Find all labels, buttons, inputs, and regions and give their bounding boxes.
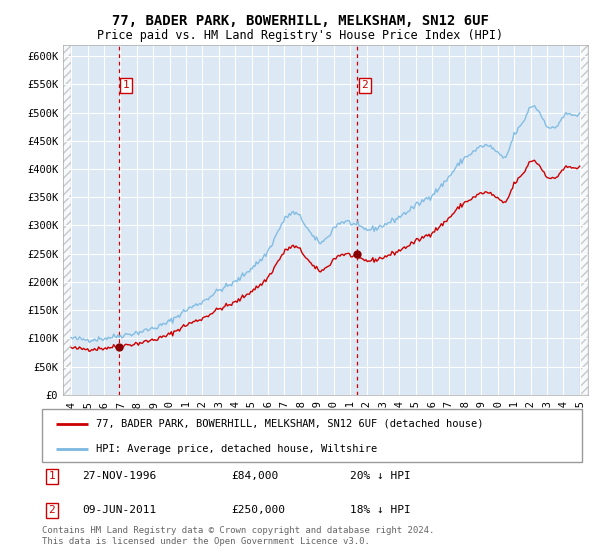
Text: 77, BADER PARK, BOWERHILL, MELKSHAM, SN12 6UF: 77, BADER PARK, BOWERHILL, MELKSHAM, SN1… (112, 14, 488, 28)
Text: 1: 1 (123, 81, 130, 91)
Text: Contains HM Land Registry data © Crown copyright and database right 2024.
This d: Contains HM Land Registry data © Crown c… (42, 526, 434, 546)
Text: £84,000: £84,000 (231, 472, 278, 482)
Text: £250,000: £250,000 (231, 505, 285, 515)
Text: 2: 2 (49, 505, 55, 515)
Text: 77, BADER PARK, BOWERHILL, MELKSHAM, SN12 6UF (detached house): 77, BADER PARK, BOWERHILL, MELKSHAM, SN1… (96, 419, 484, 429)
Text: 18% ↓ HPI: 18% ↓ HPI (350, 505, 410, 515)
Text: 20% ↓ HPI: 20% ↓ HPI (350, 472, 410, 482)
Text: Price paid vs. HM Land Registry's House Price Index (HPI): Price paid vs. HM Land Registry's House … (97, 29, 503, 42)
Text: HPI: Average price, detached house, Wiltshire: HPI: Average price, detached house, Wilt… (96, 444, 377, 454)
Text: 2: 2 (361, 81, 368, 91)
Text: 09-JUN-2011: 09-JUN-2011 (83, 505, 157, 515)
Text: 1: 1 (49, 472, 55, 482)
Text: 27-NOV-1996: 27-NOV-1996 (83, 472, 157, 482)
FancyBboxPatch shape (42, 409, 582, 462)
